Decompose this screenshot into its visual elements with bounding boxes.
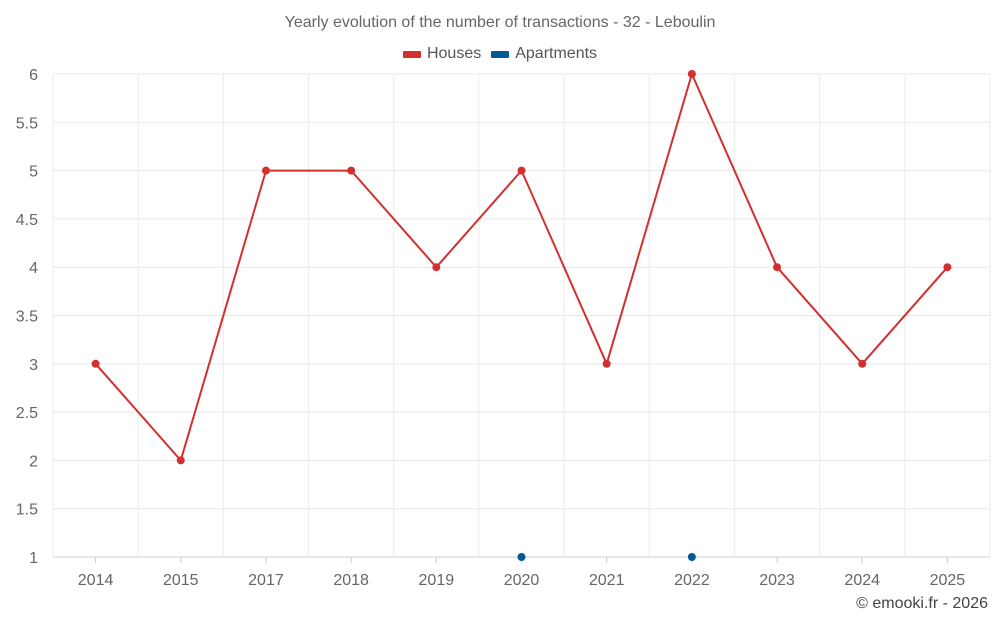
legend-swatch-apartments <box>491 50 510 58</box>
data-point-apartments-2022 <box>687 553 696 561</box>
y-tick-label-3: 3 <box>29 357 38 374</box>
x-tick-label-2019: 2019 <box>419 572 455 589</box>
data-point-houses-2014 <box>91 359 100 368</box>
data-point-houses-2023 <box>773 263 782 272</box>
data-point-houses-2025 <box>943 263 952 272</box>
x-tick-label-2023: 2023 <box>759 572 795 589</box>
y-tick-label-6: 6 <box>29 67 38 84</box>
legend: Houses Apartments <box>0 45 1000 63</box>
legend-label-apartments: Apartments <box>515 45 598 62</box>
y-tick-label-4.5: 4.5 <box>16 212 38 229</box>
data-point-houses-2022 <box>687 70 696 78</box>
data-point-houses-2019 <box>432 263 441 272</box>
data-point-apartments-2020 <box>517 553 526 561</box>
legend-item-houses[interactable]: Houses <box>402 45 482 63</box>
y-tick-label-4: 4 <box>29 260 38 277</box>
x-tick-label-2018: 2018 <box>333 572 369 589</box>
legend-item-apartments[interactable]: Apartments <box>491 45 597 63</box>
y-tick-label-2: 2 <box>29 453 38 470</box>
y-tick-label-5.5: 5.5 <box>16 115 38 132</box>
x-tick-label-2014: 2014 <box>78 572 114 589</box>
legend-label-houses: Houses <box>426 45 482 62</box>
data-point-houses-2024 <box>858 359 867 368</box>
data-point-houses-2015 <box>176 456 185 465</box>
x-tick-label-2024: 2024 <box>844 572 880 589</box>
y-tick-label-3.5: 3.5 <box>16 309 38 326</box>
x-tick-label-2020: 2020 <box>504 572 540 589</box>
x-tick-label-2025: 2025 <box>930 572 966 589</box>
data-point-houses-2017 <box>261 166 270 175</box>
data-point-houses-2021 <box>602 359 611 368</box>
chart-title: Yearly evolution of the number of transa… <box>284 14 716 31</box>
legend-swatch-houses <box>402 50 421 58</box>
y-tick-label-1: 1 <box>29 550 38 567</box>
y-tick-label-5: 5 <box>29 164 38 181</box>
data-point-houses-2018 <box>347 166 356 175</box>
credit-text: © emooki.fr - 2026 <box>856 595 988 612</box>
x-tick-label-2021: 2021 <box>589 572 625 589</box>
data-point-houses-2020 <box>517 166 526 175</box>
x-tick-label-2022: 2022 <box>674 572 710 589</box>
x-tick-label-2017: 2017 <box>248 572 284 589</box>
y-tick-label-1.5: 1.5 <box>16 502 38 519</box>
y-tick-label-2.5: 2.5 <box>16 405 38 422</box>
x-tick-label-2015: 2015 <box>163 572 199 589</box>
